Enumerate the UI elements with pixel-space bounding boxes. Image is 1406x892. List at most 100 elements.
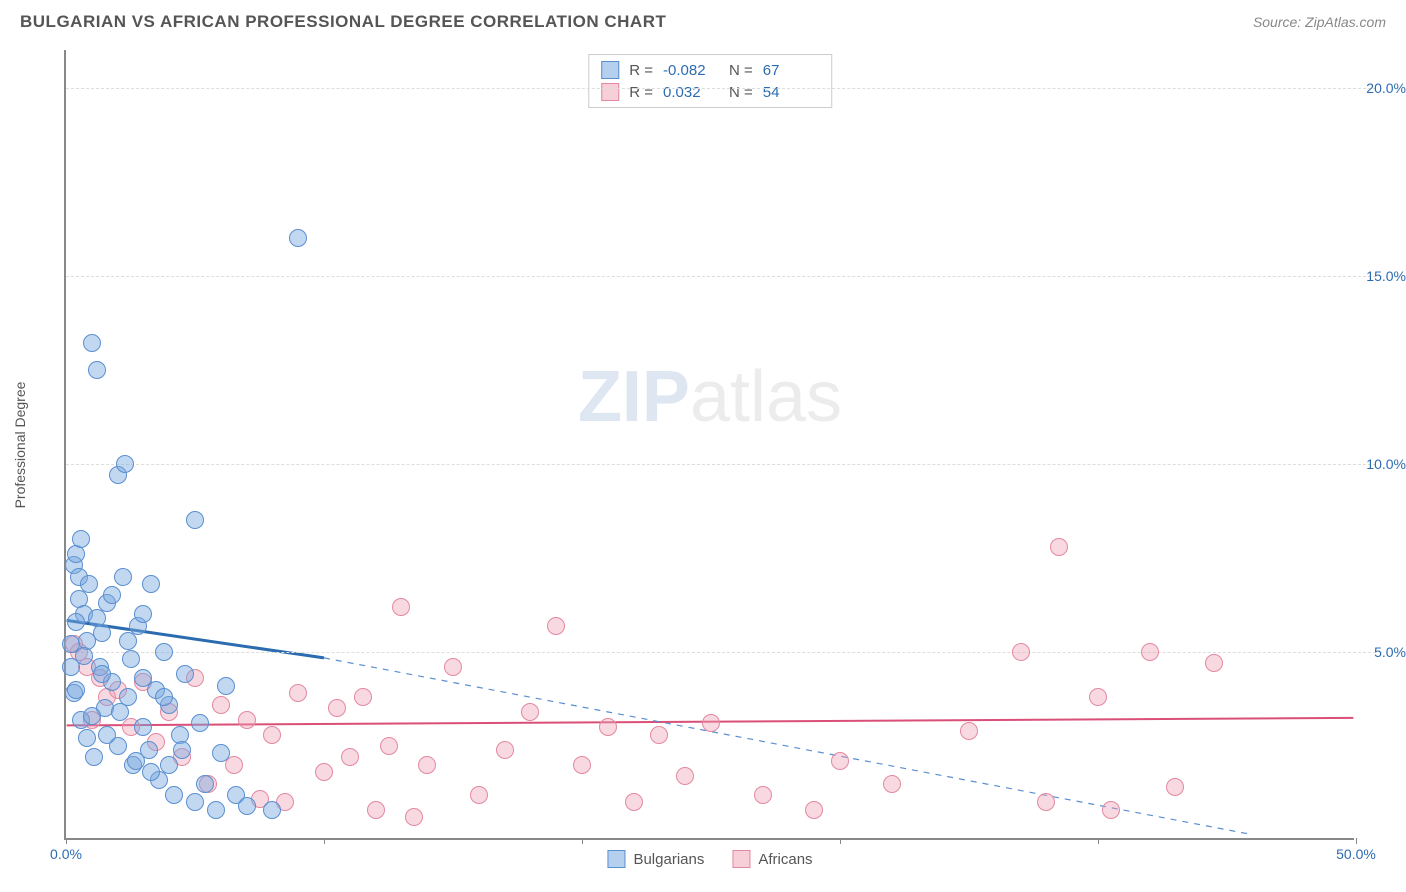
y-tick-label: 20.0% (1366, 80, 1406, 96)
legend-item-pink: Africans (732, 850, 812, 868)
scatter-point (328, 699, 346, 717)
gridline (66, 652, 1376, 653)
bottom-legend: Bulgarians Africans (607, 850, 812, 868)
scatter-point (111, 703, 129, 721)
scatter-point (289, 229, 307, 247)
scatter-point (805, 801, 823, 819)
x-tick-mark (840, 838, 841, 844)
y-axis-label: Professional Degree (12, 382, 28, 509)
scatter-point (83, 334, 101, 352)
gridline (66, 276, 1376, 277)
scatter-point (405, 808, 423, 826)
scatter-point (217, 677, 235, 695)
scatter-point (122, 650, 140, 668)
y-tick-label: 10.0% (1366, 456, 1406, 472)
scatter-point (444, 658, 462, 676)
scatter-point (191, 714, 209, 732)
scatter-point (116, 455, 134, 473)
scatter-point (650, 726, 668, 744)
scatter-point (289, 684, 307, 702)
scatter-point (88, 361, 106, 379)
swatch-blue (601, 61, 619, 79)
scatter-point (212, 696, 230, 714)
scatter-point (599, 718, 617, 736)
scatter-point (127, 752, 145, 770)
scatter-point (676, 767, 694, 785)
scatter-point (1205, 654, 1223, 672)
stats-n-label: N = (729, 62, 753, 79)
stats-n-pink: 54 (763, 84, 819, 101)
stats-n-label: N = (729, 84, 753, 101)
chart-title: BULGARIAN VS AFRICAN PROFESSIONAL DEGREE… (20, 12, 666, 32)
gridline (66, 88, 1376, 89)
watermark: ZIPatlas (578, 356, 842, 438)
scatter-point (496, 741, 514, 759)
legend-label-pink: Africans (758, 851, 812, 868)
y-tick-label: 5.0% (1374, 644, 1406, 660)
scatter-point (238, 711, 256, 729)
scatter-point (83, 707, 101, 725)
stats-n-blue: 67 (763, 62, 819, 79)
watermark-atlas: atlas (690, 357, 842, 437)
swatch-pink (601, 83, 619, 101)
scatter-point (1102, 801, 1120, 819)
scatter-point (1089, 688, 1107, 706)
scatter-point (263, 726, 281, 744)
x-tick-mark (582, 838, 583, 844)
scatter-point (155, 643, 173, 661)
legend-label-blue: Bulgarians (633, 851, 704, 868)
scatter-point (702, 714, 720, 732)
scatter-point (67, 681, 85, 699)
scatter-point (367, 801, 385, 819)
stats-row-blue: R = -0.082 N = 67 (601, 59, 819, 81)
scatter-point (165, 786, 183, 804)
scatter-point (573, 756, 591, 774)
stats-r-pink: 0.032 (663, 84, 719, 101)
scatter-point (1037, 793, 1055, 811)
scatter-point (418, 756, 436, 774)
scatter-point (883, 775, 901, 793)
legend-item-blue: Bulgarians (607, 850, 704, 868)
x-tick-mark (324, 838, 325, 844)
scatter-point (142, 575, 160, 593)
scatter-point (103, 586, 121, 604)
plot-area: ZIPatlas R = -0.082 N = 67 R = 0.032 N =… (64, 50, 1354, 840)
scatter-point (75, 647, 93, 665)
scatter-point (78, 729, 96, 747)
scatter-point (72, 530, 90, 548)
y-tick-label: 15.0% (1366, 268, 1406, 284)
scatter-point (1012, 643, 1030, 661)
chart-source: Source: ZipAtlas.com (1253, 14, 1386, 30)
scatter-point (341, 748, 359, 766)
scatter-point (134, 605, 152, 623)
chart-container: Professional Degree ZIPatlas R = -0.082 … (44, 50, 1384, 840)
stats-r-blue: -0.082 (663, 62, 719, 79)
scatter-point (354, 688, 372, 706)
scatter-point (831, 752, 849, 770)
scatter-point (160, 756, 178, 774)
x-tick-mark (66, 838, 67, 844)
stats-legend-box: R = -0.082 N = 67 R = 0.032 N = 54 (588, 54, 832, 108)
scatter-point (625, 793, 643, 811)
scatter-point (315, 763, 333, 781)
scatter-point (142, 763, 160, 781)
scatter-point (98, 726, 116, 744)
scatter-point (521, 703, 539, 721)
swatch-blue (607, 850, 625, 868)
scatter-point (186, 793, 204, 811)
scatter-point (212, 744, 230, 762)
scatter-point (88, 609, 106, 627)
stats-row-pink: R = 0.032 N = 54 (601, 81, 819, 103)
scatter-point (196, 775, 214, 793)
x-tick-mark (1356, 838, 1357, 844)
scatter-point (155, 688, 173, 706)
scatter-point (173, 741, 191, 759)
scatter-point (93, 665, 111, 683)
scatter-point (470, 786, 488, 804)
scatter-point (1141, 643, 1159, 661)
scatter-point (392, 598, 410, 616)
stats-r-label: R = (629, 62, 653, 79)
scatter-point (85, 748, 103, 766)
scatter-point (207, 801, 225, 819)
x-tick-label: 0.0% (50, 846, 82, 862)
